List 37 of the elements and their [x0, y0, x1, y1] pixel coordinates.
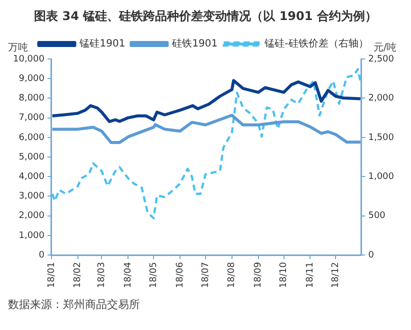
x-tick-label: 18/11	[306, 262, 316, 288]
x-tick-label: 18/09	[254, 262, 264, 288]
y-tick-label: 1,000	[18, 230, 45, 241]
y2-tick-label: 500	[368, 211, 386, 222]
y-tick-label: 8,000	[18, 94, 45, 104]
y-axis-title: 万吨	[8, 42, 28, 54]
source-note: 数据来源：郑州商品交易所	[8, 297, 141, 312]
legend-label: 硅铁1901	[171, 38, 218, 50]
line-series	[51, 68, 362, 220]
y-tick-label: 10,000	[12, 54, 45, 64]
x-tick-label: 18/12	[331, 262, 342, 288]
x-tick-label: 18/02	[73, 262, 84, 288]
y-tick-label: 0	[38, 250, 45, 260]
y-tick-label: 9,000	[18, 74, 45, 84]
y2-tick-label: 2,500	[368, 54, 394, 64]
y2-tick-label: 1,500	[368, 132, 394, 143]
legend-label: 锰硅1901	[78, 38, 126, 50]
y-tick-label: 4,000	[18, 172, 45, 182]
y2-tick-label: 0	[368, 250, 374, 260]
x-tick-label: 18/01	[46, 262, 57, 288]
x-tick-label: 18/07	[200, 262, 211, 288]
x-tick-label: 18/06	[175, 262, 186, 288]
y-tick-label: 2,000	[18, 211, 45, 222]
x-tick-label: 18/08	[227, 262, 238, 288]
x-tick-label: 18/04	[123, 262, 134, 288]
x-tick-label: 18/10	[279, 262, 290, 288]
y-tick-label: 3,000	[18, 192, 45, 202]
chart-title: 图表 34 锰硅、硅铁跨品种价差变动情况（以 1901 合约为例）	[33, 8, 378, 25]
x-tick-label: 18/05	[148, 262, 159, 288]
y2-tick-label: 1,000	[368, 172, 394, 182]
y-tick-label: 7,000	[18, 113, 45, 124]
y-tick-label: 5,000	[18, 152, 45, 162]
x-tick-label: 18/03	[97, 262, 108, 288]
y2-axis-title: 元/吨	[373, 42, 397, 54]
y2-tick-label: 2,000	[368, 94, 394, 104]
y-tick-label: 6,000	[18, 132, 45, 143]
legend-label: 锰硅-硅铁价差（右轴）	[264, 38, 368, 50]
